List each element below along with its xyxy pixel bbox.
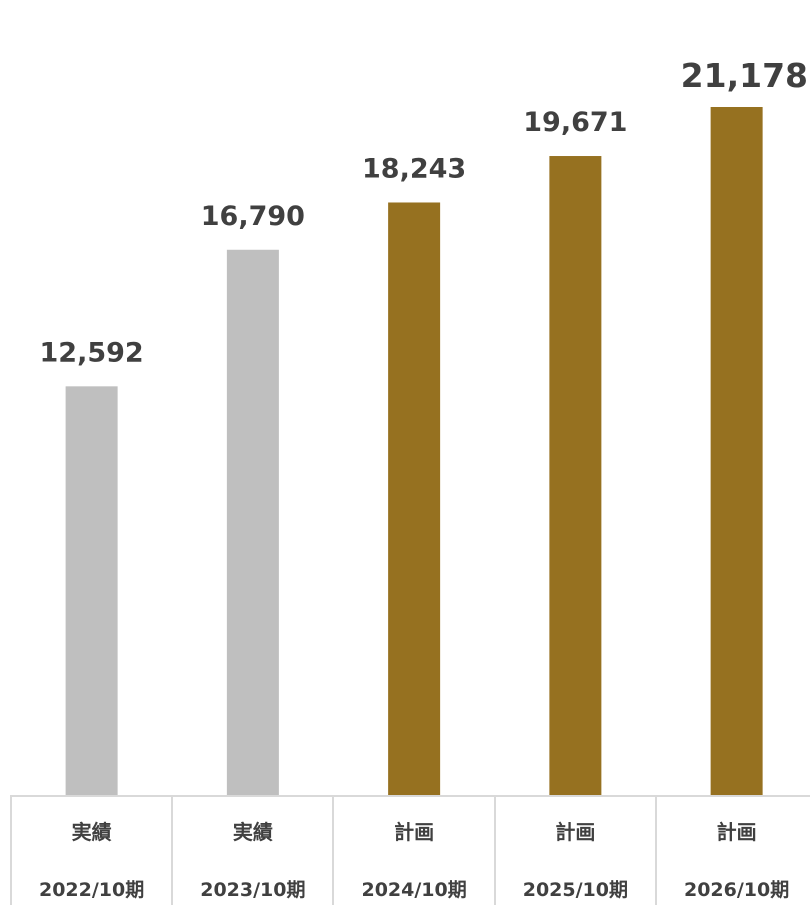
bar-value-label: 19,671 (523, 107, 627, 138)
kind-labels-group: 実績 実績 計画 計画 計画 (72, 820, 757, 844)
category-kind-label: 計画 (555, 820, 595, 844)
category-kind-label: 実績 (233, 820, 273, 844)
bar-value-label: 21,178 (681, 56, 808, 95)
category-kind-label: 計画 (394, 820, 434, 844)
value-labels-group: 12,592 16,790 18,243 19,671 21,178 (40, 56, 808, 368)
category-period-label: 2024/10期 (361, 879, 466, 901)
bar (710, 107, 763, 796)
bar-value-label: 12,592 (40, 337, 144, 368)
category-period-label: 2026/10期 (684, 879, 789, 901)
bar-value-label: 18,243 (362, 153, 466, 184)
category-kind-label: 実績 (72, 820, 112, 844)
category-period-label: 2023/10期 (200, 879, 305, 901)
category-period-label: 2025/10期 (523, 879, 628, 901)
category-table (10, 795, 810, 905)
bar-value-label: 16,790 (201, 201, 305, 232)
category-period-label: 2022/10期 (39, 879, 144, 901)
bar (388, 202, 441, 797)
bar (65, 386, 118, 796)
date-labels-group: 2022/10期 2023/10期 2024/10期 2025/10期 2026/10期 (39, 879, 789, 901)
category-kind-label: 計画 (717, 820, 757, 844)
bar (549, 156, 602, 796)
bars-group (65, 107, 763, 797)
bar (226, 249, 279, 796)
